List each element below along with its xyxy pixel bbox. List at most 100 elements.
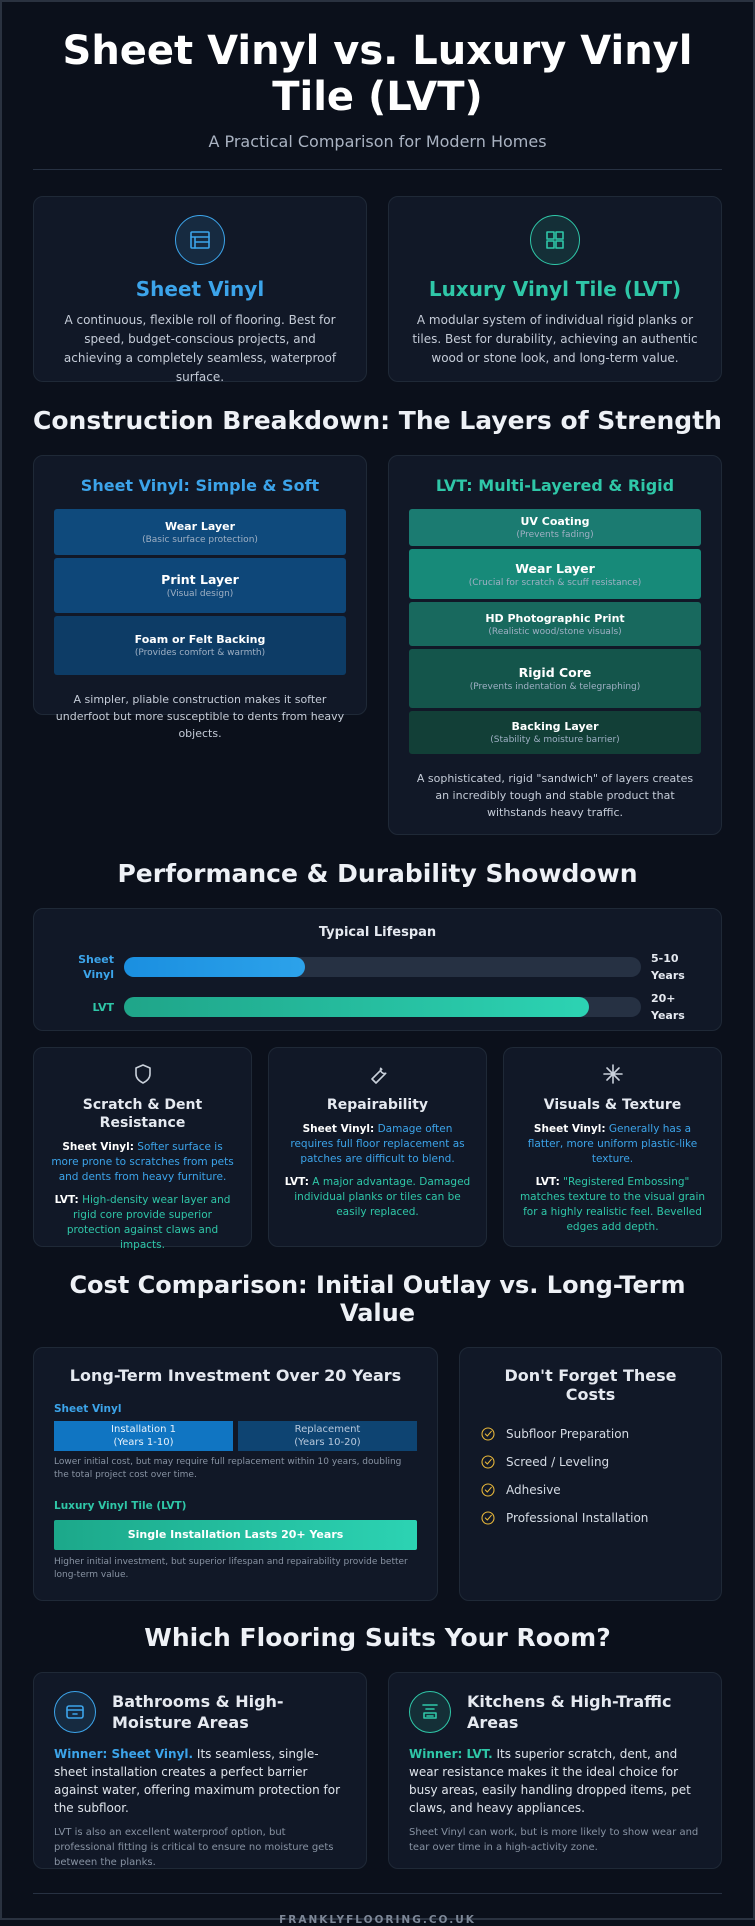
check-icon (480, 1482, 496, 1498)
cost-item-text: Professional Installation (506, 1511, 649, 1525)
perf-icon (283, 1062, 472, 1090)
lifespan-label: Sheet Vinyl (78, 953, 114, 981)
icon (546, 231, 564, 249)
extras-card: Don't Forget These Costs Subfloor Prepara… (459, 1347, 722, 1601)
lifespan-row: LVT 20+ Years (54, 990, 701, 1024)
lifespan-bar (124, 997, 590, 1017)
subtitle: A Practical Comparison for Modern Homes (208, 132, 547, 151)
icon (370, 1067, 386, 1084)
section-heading: Which Flooring Suits Your Room? (144, 1623, 611, 1652)
icon (602, 1064, 623, 1084)
cost-item: Professional Installation (480, 1504, 701, 1532)
check-icon (480, 1426, 496, 1442)
extras-title: Don't Forget These Costs (504, 1366, 677, 1404)
construction-title: LVT: Multi-Layered & Rigid (435, 476, 675, 495)
room-note: LVT is also an excellent waterproof opti… (54, 1827, 334, 1868)
room-head: Bathrooms & High-Moisture Areas (54, 1691, 346, 1733)
perf-sheet: Sheet Vinyl: Damage often requires full … (283, 1122, 472, 1167)
perf-lead: LVT: (54, 1194, 79, 1206)
layer: Print Layer (Visual design) (54, 558, 346, 613)
layer: Rigid Core (Prevents indentation & telegr… (409, 649, 701, 708)
construction-card: LVT: Multi-Layered & Rigid UV Coating (Pre… (388, 455, 722, 835)
icon-circle (530, 215, 580, 265)
perf-icon (518, 1062, 707, 1090)
icon (422, 1704, 438, 1719)
cost-bar-years: (Years 10-20) (294, 1437, 361, 1448)
intro-card: Luxury Vinyl Tile (LVT) A modular system … (388, 196, 722, 382)
lifespan-track (124, 957, 641, 977)
layer: Backing Layer (Stability & moisture barri… (409, 711, 701, 754)
perf-card: Repairability Sheet Vinyl: Damage often r… (268, 1047, 487, 1247)
layer-note: (Prevents fading) (516, 530, 594, 540)
lvt-note: Higher initial investment, but superior … (54, 1557, 408, 1580)
room-note: Sheet Vinyl can work, but is more likely… (409, 1827, 699, 1853)
layer-note: (Basic surface protection) (142, 534, 258, 545)
room-title: Bathrooms & High-Moisture Areas (112, 1692, 284, 1732)
icon-circle (54, 1691, 96, 1733)
room-card: Kitchens & High-Traffic Areas Winner: LVT… (388, 1672, 722, 1869)
layer: Wear Layer (Crucial for scratch & scuff r… (409, 549, 701, 599)
check-icon (480, 1454, 496, 1470)
perf-text: Damage often requires full floor replace… (290, 1123, 465, 1165)
layer-name: Foam or Felt Backing (134, 633, 266, 646)
perf-lvt: LVT: High-density wear layer and rigid c… (48, 1193, 237, 1253)
room-title: Kitchens & High-Traffic Areas (467, 1692, 672, 1732)
perf-sheet: Sheet Vinyl: Softer surface is more pron… (48, 1140, 237, 1185)
perf-card: Visuals & Texture Sheet Vinyl: Generally … (503, 1047, 722, 1247)
investment-title: Long-Term Investment Over 20 Years (69, 1366, 402, 1385)
footer: FRANKLYFLOORING.CO.UK (279, 1914, 476, 1926)
perf-sheet: Sheet Vinyl: Generally has a flatter, mo… (518, 1122, 707, 1167)
lvt-label: Luxury Vinyl Tile (LVT) (54, 1500, 187, 1512)
room-body: Its seamless, single-sheet installation … (54, 1747, 341, 1815)
layer-name: Backing Layer (511, 720, 599, 733)
lifespan-track (124, 997, 641, 1017)
perf-lvt: LVT: A major advantage. Damaged individu… (283, 1175, 472, 1220)
perf-lead: LVT: (284, 1176, 309, 1188)
icon (66, 1705, 84, 1719)
layer: Foam or Felt Backing (Provides comfort & … (54, 616, 346, 675)
perf-text: "Registered Embossing" matches texture t… (519, 1176, 706, 1233)
layer-note: (Visual design) (166, 589, 234, 599)
layer-name: UV Coating (520, 515, 590, 528)
perf-lead: Sheet Vinyl: (533, 1123, 606, 1135)
room-text: Winner: Sheet Vinyl. Its seamless, singl… (54, 1745, 346, 1817)
section-heading: Cost Comparison: Initial Outlay vs. Long… (69, 1271, 686, 1327)
layer-name: HD Photographic Print (485, 611, 625, 625)
icon-circle (409, 1691, 451, 1733)
perf-card: Scratch & Dent Resistance Sheet Vinyl: So… (33, 1047, 252, 1251)
construction-summary: A sophisticated, rigid "sandwich" of lay… (416, 772, 694, 819)
room-body: Its superior scratch, dent, and wear res… (409, 1747, 691, 1815)
layer-note: (Prevents indentation & telegraphing) (469, 682, 641, 692)
layer-note: (Stability & moisture barrier) (490, 735, 620, 745)
perf-icon (48, 1062, 237, 1090)
sheet-bars: Installation 1 (Years 1-10) Replacement (Ye… (54, 1421, 417, 1451)
room-text: Winner: LVT. Its superior scratch, dent,… (409, 1745, 701, 1817)
construction-summary: A simpler, pliable construction makes it… (55, 693, 345, 740)
lifespan-card: Typical Lifespan Sheet Vinyl 5-10 Years LVT… (33, 908, 722, 1031)
perf-title: Visuals & Texture (543, 1097, 682, 1113)
layer-name: Rigid Core (518, 665, 592, 680)
cost-bar: Replacement (Years 10-20) (238, 1421, 417, 1451)
cost-list: Subfloor Preparation Screed / Leveling Adh… (480, 1420, 701, 1532)
perf-lead: LVT: (535, 1176, 560, 1188)
rooms-grid: Bathrooms & High-Moisture Areas Winner: S… (33, 1672, 722, 1869)
divider (33, 169, 722, 170)
perf-text: Softer surface is more prone to scratche… (51, 1141, 234, 1183)
icon (481, 1455, 495, 1469)
check-icon (480, 1510, 496, 1526)
perf-grid: Scratch & Dent Resistance Sheet Vinyl: So… (33, 1047, 722, 1251)
layer-name: Print Layer (161, 572, 239, 587)
layer-note: (Realistic wood/stone visuals) (488, 626, 622, 637)
room-winner: Winner: Sheet Vinyl. (54, 1747, 194, 1761)
cost-bar-name: Installation 1 (111, 1424, 176, 1435)
cost-bar: Installation 1 (Years 1-10) (54, 1421, 233, 1451)
construction-title: Sheet Vinyl: Simple & Soft (80, 476, 320, 495)
icon (481, 1511, 495, 1525)
icon-circle (175, 215, 225, 265)
cost-item-text: Subfloor Preparation (506, 1427, 630, 1441)
perf-lvt: LVT: "Registered Embossing" matches text… (518, 1175, 707, 1235)
icon (190, 231, 210, 249)
layer-name: Wear Layer (164, 519, 236, 533)
layer-stack: UV Coating (Prevents fading) Wear Layer (Cr… (409, 509, 701, 754)
